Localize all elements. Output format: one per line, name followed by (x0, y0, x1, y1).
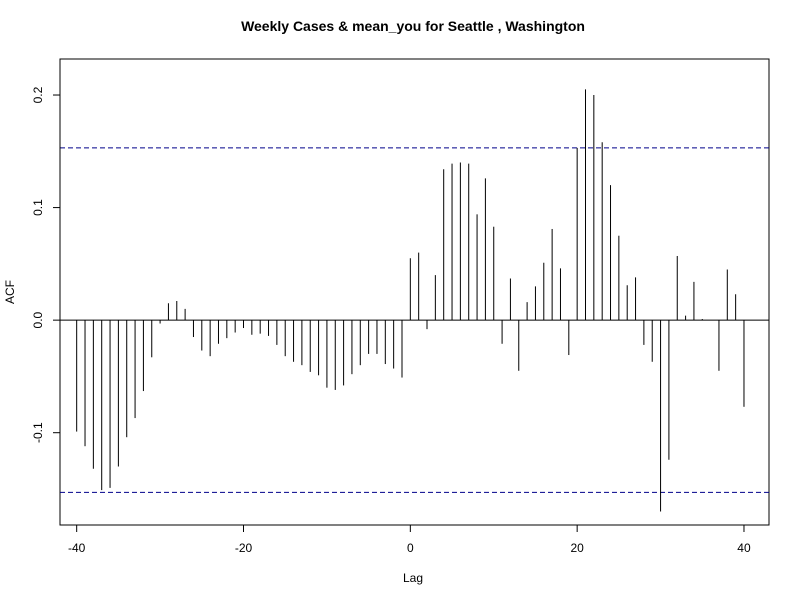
y-tick-label: 0.1 (31, 199, 45, 216)
y-tick-label: -0.1 (31, 422, 45, 443)
x-axis-label: Lag (403, 571, 423, 585)
y-tick-label: 0.2 (31, 86, 45, 103)
x-axis: -40 -20 0 20 40 (68, 524, 751, 555)
acf-bars (76, 89, 745, 512)
chart-title: Weekly Cases & mean_you for Seattle , Wa… (241, 18, 585, 34)
x-tick-label: 20 (570, 541, 584, 555)
y-axis-label: ACF (3, 280, 17, 304)
plot-area-frame (59, 58, 770, 526)
x-tick-label: -20 (235, 541, 253, 555)
x-tick-label: -40 (68, 541, 86, 555)
y-axis: -0.1 0.0 0.1 0.2 (31, 86, 61, 443)
x-tick-label: 0 (407, 541, 414, 555)
x-tick-label: 40 (737, 541, 751, 555)
confidence-bounds (60, 147, 769, 493)
y-tick-label: 0.0 (31, 311, 45, 328)
